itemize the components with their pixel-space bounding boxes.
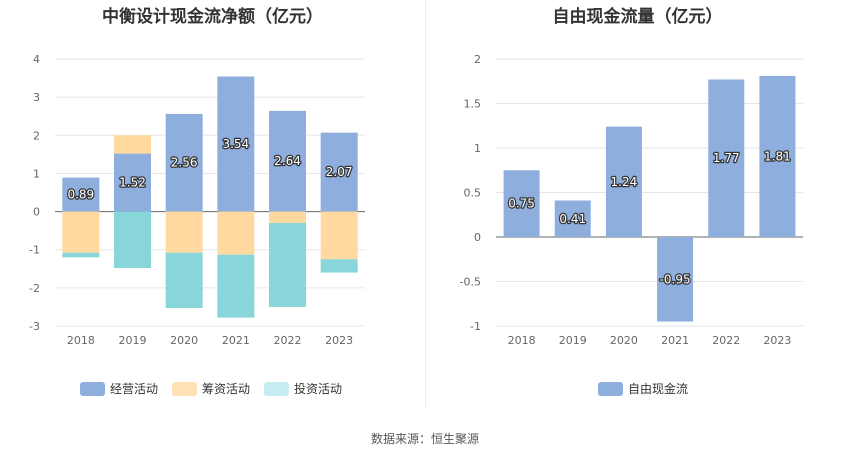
data-label: 1.24 <box>611 175 638 189</box>
cash-flow-net-chart: 4 3 2 1 0 -1 -2 -3 2018 2019 2020 2021 2022 2023 0.89 1… <box>29 53 365 347</box>
legend-label-financing: 筹资活动 <box>202 382 251 396</box>
x-tick-label: 2019 <box>559 334 587 347</box>
bar-series-1-2019[interactable] <box>114 135 151 154</box>
bar-primary-2020[interactable] <box>605 126 642 237</box>
data-label: 2.07 <box>326 165 353 179</box>
data-label: 0.89 <box>67 188 94 202</box>
data-label: 1.77 <box>713 151 740 165</box>
legend-item-free-cash-flow[interactable]: 自由现金流 <box>598 380 688 397</box>
data-label: 2.56 <box>171 156 198 170</box>
bar-series-1-2020[interactable] <box>165 211 203 253</box>
y-tick-label: 4 <box>33 53 40 66</box>
y-tick-label: 2 <box>33 129 40 142</box>
bar-primary-2022[interactable] <box>269 110 306 212</box>
bar-series-1-2022[interactable] <box>269 211 306 224</box>
y-tick-label: 0 <box>33 206 40 219</box>
legend-swatch-financing <box>172 381 198 396</box>
y-tick-label: -1 <box>470 320 481 333</box>
data-label: 0.41 <box>559 212 586 226</box>
legend-label-investing: 投资活动 <box>294 382 343 396</box>
legend-item-operating[interactable]: 经营活动 <box>80 380 158 397</box>
x-tick-label: 2020 <box>610 334 638 347</box>
y-tick-label: 0.5 <box>464 187 482 200</box>
x-tick-label: 2020 <box>170 334 198 347</box>
legend-swatch-investing <box>264 381 290 396</box>
x-tick-label: 2023 <box>763 334 791 347</box>
bar-primary-2019[interactable] <box>554 200 591 237</box>
y-tick-label: 2 <box>474 53 481 66</box>
bar-primary-2021[interactable] <box>657 237 694 322</box>
bar-primary-2018[interactable] <box>62 177 100 212</box>
data-label: 1.52 <box>119 176 146 190</box>
bar-primary-2023[interactable] <box>320 132 358 212</box>
y-tick-label: 3 <box>33 91 40 104</box>
x-tick-label: 2018 <box>67 334 95 347</box>
x-tick-label: 2022 <box>274 334 302 347</box>
bar-series-1-2021[interactable] <box>217 211 255 255</box>
bar-series-2-2018[interactable] <box>62 252 100 258</box>
legend-item-financing[interactable]: 筹资活动 <box>172 380 250 397</box>
y-tick-label: 1.5 <box>464 98 482 111</box>
bar-primary-2023[interactable] <box>759 75 796 237</box>
x-tick-label: 2019 <box>119 334 147 347</box>
y-tick-label: -1 <box>29 244 40 257</box>
data-label: 3.54 <box>222 137 249 151</box>
legend-label-free-cash-flow: 自由现金流 <box>628 382 689 396</box>
x-tick-label: 2018 <box>508 334 536 347</box>
y-tick-label: 1 <box>33 167 40 180</box>
y-tick-label: -0.5 <box>460 276 481 289</box>
bar-primary-2018[interactable] <box>503 170 540 237</box>
y-tick-label: 1 <box>474 142 481 155</box>
data-label: -0.95 <box>660 272 691 286</box>
data-source: 数据来源：恒生聚源 <box>370 432 479 446</box>
legend-item-investing[interactable]: 投资活动 <box>264 380 342 397</box>
bar-series-2-2020[interactable] <box>165 252 203 309</box>
bar-series-2-2023[interactable] <box>320 259 358 273</box>
bar-primary-2021[interactable] <box>217 76 255 212</box>
legend-label-operating: 经营活动 <box>110 382 159 396</box>
legend-swatch-free-cash-flow <box>598 381 623 396</box>
bar-primary-2019[interactable] <box>114 153 151 212</box>
free-cash-flow-chart: 2 1.5 1 0.5 0 -0.5 -1 2018 2019 2020 2021 2022 2023 0… <box>460 53 803 347</box>
bar-series-1-2018[interactable] <box>62 211 100 253</box>
x-tick-label: 2023 <box>325 334 353 347</box>
data-label: 0.75 <box>508 197 535 211</box>
bar-series-2-2021[interactable] <box>217 254 255 318</box>
y-tick-label: 0 <box>474 231 481 244</box>
legend-swatch-operating <box>80 381 105 396</box>
right-legend: 自由现金流 <box>598 380 688 397</box>
x-tick-label: 2022 <box>712 334 740 347</box>
right-chart-title: 自由现金流量（亿元） <box>552 7 723 27</box>
data-label: 1.81 <box>764 149 791 163</box>
bar-series-2-2019[interactable] <box>114 211 151 269</box>
bar-series-1-2023[interactable] <box>320 211 358 260</box>
panel-divider <box>425 0 426 408</box>
y-tick-label: -3 <box>29 320 40 333</box>
bar-primary-2022[interactable] <box>708 79 745 237</box>
x-tick-label: 2021 <box>661 334 689 347</box>
x-tick-label: 2021 <box>222 334 250 347</box>
data-label: 2.64 <box>274 154 301 168</box>
left-legend: 经营活动 筹资活动 投资活动 <box>80 380 342 397</box>
bar-primary-2020[interactable] <box>165 113 203 212</box>
bar-series-2-2022[interactable] <box>269 223 306 307</box>
left-chart-title: 中衡设计现金流净额（亿元） <box>102 7 323 27</box>
y-tick-label: -2 <box>29 282 40 295</box>
